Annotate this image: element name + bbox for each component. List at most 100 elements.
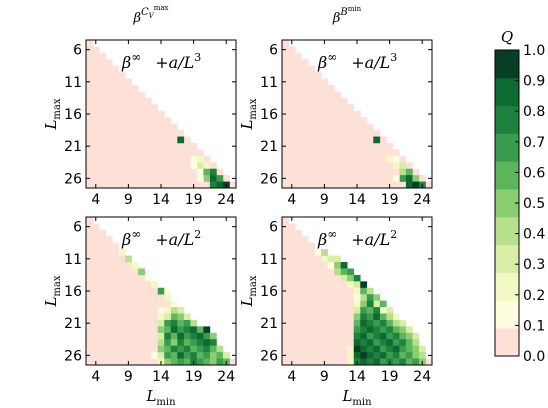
heatmap-background-row	[86, 319, 198, 327]
heatmap-cell	[399, 358, 407, 366]
colorbar-label: Q	[501, 28, 513, 46]
heatmap-background-row	[282, 136, 387, 144]
heatmap-cell	[209, 181, 217, 189]
heatmap-cell	[360, 281, 368, 289]
heatmap-cell	[366, 352, 374, 359]
heatmap-cell	[118, 249, 126, 256]
heatmap-cell	[405, 175, 413, 182]
heatmap-cell	[157, 313, 165, 321]
heatmap-cell	[157, 326, 165, 334]
heatmap-background-row	[86, 91, 146, 99]
heatmap-background-row	[86, 65, 120, 73]
x-tick-label: 14	[348, 192, 366, 208]
heatmap-cell	[379, 352, 387, 359]
heatmap-cell	[373, 307, 381, 314]
heatmap-cell	[157, 332, 165, 340]
heatmap-cell	[203, 358, 211, 366]
heatmap-cell	[321, 255, 328, 263]
heatmap-cell	[399, 319, 407, 327]
heatmap-cell	[334, 255, 341, 263]
heatmap-cell	[347, 352, 355, 359]
heatmap-background-row	[282, 91, 342, 99]
heatmap-background-row	[86, 168, 224, 176]
heatmap-cell	[412, 345, 420, 353]
heatmap-cell	[386, 339, 394, 346]
heatmap-background-row	[282, 142, 394, 150]
heatmap-background-row	[282, 46, 296, 54]
heatmap-cell	[170, 307, 178, 314]
heatmap-cell	[360, 294, 368, 301]
y-tick-label: 11	[64, 252, 82, 268]
heatmap-cell	[190, 339, 198, 346]
heatmap-background-row	[282, 162, 413, 170]
heatmap-background-row	[86, 46, 100, 54]
x-tick-label: 24	[217, 192, 235, 208]
heatmap-background-row	[86, 217, 93, 224]
heatmap-cell	[196, 352, 204, 359]
heatmap-cell	[203, 352, 211, 359]
heatmap-cell	[177, 352, 185, 359]
heatmap-cell	[183, 339, 191, 346]
heatmap-background-row	[282, 262, 335, 269]
heatmap-background-row	[86, 162, 217, 170]
heatmap-cell	[366, 345, 374, 353]
heatmap-background-row	[282, 168, 420, 176]
y-tick-label: 6	[73, 220, 82, 236]
heatmap-cell	[360, 313, 368, 321]
heatmap-background-row	[282, 223, 296, 231]
y-tick-label: 6	[73, 43, 82, 59]
heatmap-background-row	[86, 326, 204, 334]
y-tick-label: 16	[260, 107, 278, 123]
heatmap-cell	[170, 339, 178, 346]
heatmap-cell	[386, 307, 394, 314]
heatmap-cell	[183, 352, 191, 359]
heatmap-background-row	[86, 332, 211, 340]
heatmap-cell	[170, 345, 178, 353]
heatmap-background-row	[86, 97, 152, 105]
heatmap-cell	[405, 352, 413, 359]
heatmap-cell	[412, 332, 420, 340]
heatmap-cell	[412, 181, 420, 189]
heatmap-cell	[360, 287, 368, 295]
y-tick-label: 11	[260, 75, 278, 91]
heatmap-cell	[366, 307, 374, 314]
y-tick-label: 21	[260, 316, 278, 332]
panel-annotation: β∞ +a/L3	[121, 50, 201, 72]
heatmap-cell	[399, 339, 407, 346]
heatmap-cell	[366, 332, 374, 340]
colorbar-segment	[495, 77, 519, 107]
heatmap-background-row	[282, 85, 335, 92]
heatmap-cell	[157, 345, 165, 353]
heatmap-background-row	[282, 300, 374, 308]
heatmap-cell	[379, 300, 387, 308]
colorbar-tick-label: 0.2	[523, 288, 545, 304]
heatmap-cell	[373, 294, 381, 301]
heatmap-background-row	[282, 78, 329, 86]
colorbar-tick-label: 0.6	[523, 165, 545, 181]
heatmap-background-row	[282, 52, 302, 60]
heatmap-cell	[216, 352, 224, 359]
colorbar-segment	[495, 105, 519, 134]
heatmap-cell	[353, 281, 361, 289]
heatmap-cell	[405, 326, 413, 334]
heatmap-cell	[386, 319, 394, 327]
heatmap-background-row	[282, 217, 289, 224]
heatmap-cell	[386, 326, 394, 334]
heatmap-background-row	[86, 294, 172, 302]
heatmap-cell	[177, 326, 185, 334]
heatmap-cell	[392, 332, 400, 340]
heatmap-cell	[418, 352, 426, 359]
heatmap-cell	[353, 332, 361, 340]
heatmap-cell	[418, 345, 426, 353]
y-axis-label: Lmax	[42, 275, 63, 307]
heatmap-background-row	[282, 104, 355, 112]
heatmap-cell	[386, 155, 394, 163]
colorbar-segment	[495, 328, 519, 357]
heatmap-cell	[412, 339, 420, 346]
heatmap-cell	[360, 319, 368, 327]
heatmap-cell	[386, 352, 394, 359]
heatmap-cell	[373, 326, 381, 334]
heatmap-background-row	[86, 345, 224, 353]
heatmap-cell	[405, 332, 413, 340]
heatmap-cell	[157, 352, 165, 359]
